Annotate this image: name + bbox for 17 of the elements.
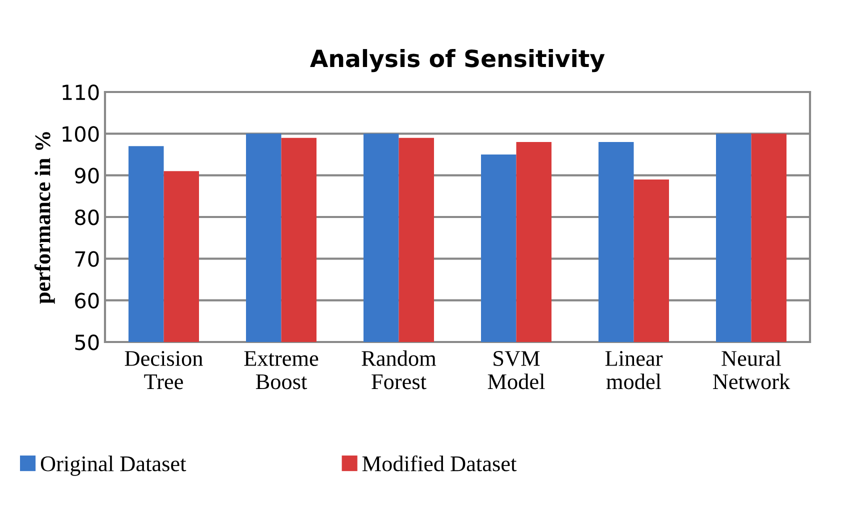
y-axis-title: performance in % (34, 132, 55, 304)
x-tick-label: Decision Tree (124, 351, 203, 390)
legend-label: Original Dataset (40, 456, 186, 476)
y-tick-label: 100 (62, 126, 99, 142)
x-tick-label: Extreme Boost (244, 351, 318, 390)
chart-title: Analysis of Sensitivity (310, 49, 605, 72)
y-tick-label: 50 (75, 334, 99, 350)
y-tick-label: 70 (75, 251, 99, 267)
y-tick-label: 110 (62, 84, 99, 100)
x-tick-label: Random Forest (362, 350, 436, 390)
x-tick-label: Linear model (605, 351, 663, 390)
y-tick-label: 80 (75, 209, 99, 226)
legend-label: Modified Dataset (362, 455, 517, 472)
x-tick-label: SVM Model (488, 351, 545, 390)
y-tick-label: 90 (74, 168, 99, 184)
x-tick-label: Neural Network (713, 350, 790, 390)
y-tick-label: 60 (75, 292, 99, 309)
